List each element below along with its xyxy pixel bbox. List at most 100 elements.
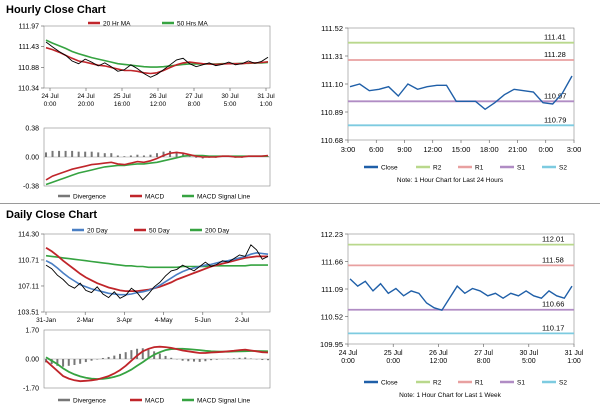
legend-ma50-label: 50 Hrs MA xyxy=(177,21,208,28)
hourly-macd-chart: 0.38 0.00 -0.38 Divergence MACD MACD Signal L… xyxy=(0,124,290,204)
hourly-section-title: Hourly Close Chart xyxy=(6,4,106,16)
level-label-s2: 110.79 xyxy=(544,115,566,124)
legend-r2-label: R2 xyxy=(433,380,442,387)
y-tick-label: 110.52 xyxy=(321,313,343,322)
y-tick-label: 111.10 xyxy=(321,80,343,89)
level-label-r1: 111.28 xyxy=(544,50,566,59)
hourly-price-chart: 111.97 111.43 110.88 110.34 24 Jul 0:00 24 Jul… xyxy=(0,18,290,118)
y-tick-label: 110.71 xyxy=(18,257,39,264)
x-tick-label: 3:00 xyxy=(567,145,582,154)
legend-s2-label: S2 xyxy=(559,380,567,387)
hourly-levels-chart: 111.52 111.31 111.10 110.89 110.68 111.41 111.… xyxy=(300,20,596,206)
daily-section-title: Daily Close Chart xyxy=(6,209,98,221)
y-tick-label: 1.70 xyxy=(25,328,39,335)
price-line xyxy=(45,244,269,301)
close-line xyxy=(349,278,573,312)
x-tick-label: 27 Jul 8:00 xyxy=(185,93,203,108)
x-tick-label: 30 Jul 5:00 xyxy=(519,350,538,365)
close-line xyxy=(349,75,573,111)
x-tick-label: 24 Jul 20:00 xyxy=(77,93,95,108)
x-tick-label: 24 Jul 0:00 xyxy=(41,93,59,108)
daily-levels-chart: 112.23 111.66 111.09 110.52 109.95 112.01 111.… xyxy=(300,226,596,410)
legend-macd-label: MACD xyxy=(145,194,164,201)
x-tick-label: 26 Jul 12:00 xyxy=(149,93,167,108)
x-tick-label: 30 Jul 5:00 xyxy=(221,93,239,108)
level-label-r1: 111.58 xyxy=(542,255,564,264)
x-tick-label: 5-Jun xyxy=(195,317,212,324)
y-tick-label: 110.34 xyxy=(18,86,39,93)
y-tick-label: 103.51 xyxy=(18,310,40,317)
daily-price-chart: 114.30 110.71 107.11 103.51 31-Jan 2-Mar 3-Apr… xyxy=(0,224,290,326)
x-tick-label: 9:00 xyxy=(397,145,412,154)
level-label-r2: 112.01 xyxy=(542,235,564,244)
legend-50day-label: 50 Day xyxy=(149,228,170,235)
daily-macd-chart: 1.70 0.00 -1.70 Divergence MACD MACD Signal L… xyxy=(0,326,290,408)
legend-20day-label: 20 Day xyxy=(87,228,108,235)
x-tick-label: 6:00 xyxy=(369,145,384,154)
chart-note: Note: 1 Hour Chart for Last 24 Hours xyxy=(397,177,504,184)
plot-frame xyxy=(43,25,271,89)
ma200-line xyxy=(45,254,268,269)
signal-line xyxy=(45,347,269,380)
y-tick-label: 111.43 xyxy=(19,44,39,51)
x-tick-label: 27 Jul 8:00 xyxy=(474,350,493,365)
x-tick-label: 25 Jul 0:00 xyxy=(384,350,403,365)
x-tick-label: 4-May xyxy=(155,317,174,324)
y-tick-label: 110.88 xyxy=(18,65,39,72)
legend-close-label: Close xyxy=(381,380,398,387)
y-tick-label: 111.09 xyxy=(321,285,343,294)
legend-ma20-label: 20 Hr MA xyxy=(103,21,131,28)
macd-line xyxy=(45,151,269,181)
y-tick-label: -0.38 xyxy=(23,184,39,191)
price-line xyxy=(45,41,269,78)
legend-signal-label: MACD Signal Line xyxy=(197,194,250,201)
legend-divergence-label: Divergence xyxy=(73,194,106,201)
section-divider xyxy=(0,203,600,204)
legend-r2-label: R2 xyxy=(433,165,442,172)
y-tick-label: 109.95 xyxy=(320,340,343,349)
macd-line xyxy=(45,345,269,383)
y-tick-label: 112.23 xyxy=(321,230,343,239)
plot-frame xyxy=(347,27,575,141)
x-tick-label: 31-Jan xyxy=(36,317,56,324)
level-label-s2: 110.17 xyxy=(542,323,564,332)
legend-signal-label: MACD Signal Line xyxy=(197,398,250,405)
y-tick-label: -1.70 xyxy=(23,386,39,393)
y-tick-label: 111.31 xyxy=(321,52,343,61)
y-tick-label: 111.52 xyxy=(321,24,343,33)
level-label-s1: 110.97 xyxy=(544,91,566,100)
x-tick-label: 18:00 xyxy=(480,145,499,154)
legend-divergence-label: Divergence xyxy=(73,398,106,405)
legend-200day-label: 200 Day xyxy=(205,228,230,235)
legend-s1-label: S1 xyxy=(517,165,525,172)
signal-line xyxy=(45,154,268,186)
y-tick-label: 107.11 xyxy=(18,283,39,290)
legend-r1-label: R1 xyxy=(475,380,484,387)
level-label-s1: 110.66 xyxy=(542,300,564,309)
y-tick-label: 111.97 xyxy=(19,24,39,31)
y-tick-label: 110.89 xyxy=(321,108,343,117)
chart-note: Note: 1 Hour Chart for Last 1 Week xyxy=(399,392,502,399)
x-tick-label: 26 Jul 12:00 xyxy=(429,350,448,365)
legend-s1-label: S1 xyxy=(517,380,525,387)
level-label-r2: 111.41 xyxy=(544,33,566,42)
x-tick-label: 24 Jul 0:00 xyxy=(339,350,358,365)
x-tick-label: 0:00 xyxy=(538,145,553,154)
x-tick-label: 21:00 xyxy=(508,145,527,154)
x-tick-label: 15:00 xyxy=(452,145,471,154)
legend-r1-label: R1 xyxy=(475,165,484,172)
x-tick-label: 31 Jul 1:00 xyxy=(257,93,275,108)
y-tick-label: 111.66 xyxy=(321,258,343,267)
y-tick-label: 110.68 xyxy=(321,136,343,145)
x-tick-label: 31 Jul 1:00 xyxy=(565,350,584,365)
x-tick-label: 3:00 xyxy=(341,145,356,154)
plot-frame xyxy=(43,233,271,313)
ma20-line xyxy=(45,46,269,75)
y-tick-label: 114.30 xyxy=(18,232,39,239)
y-tick-label: 0.00 xyxy=(25,155,39,162)
legend-s2-label: S2 xyxy=(559,165,567,172)
x-tick-label: 2-Jul xyxy=(235,317,250,324)
legend-close-label: Close xyxy=(381,165,398,172)
x-tick-label: 12:00 xyxy=(423,145,442,154)
y-tick-label: 0.38 xyxy=(25,126,39,133)
